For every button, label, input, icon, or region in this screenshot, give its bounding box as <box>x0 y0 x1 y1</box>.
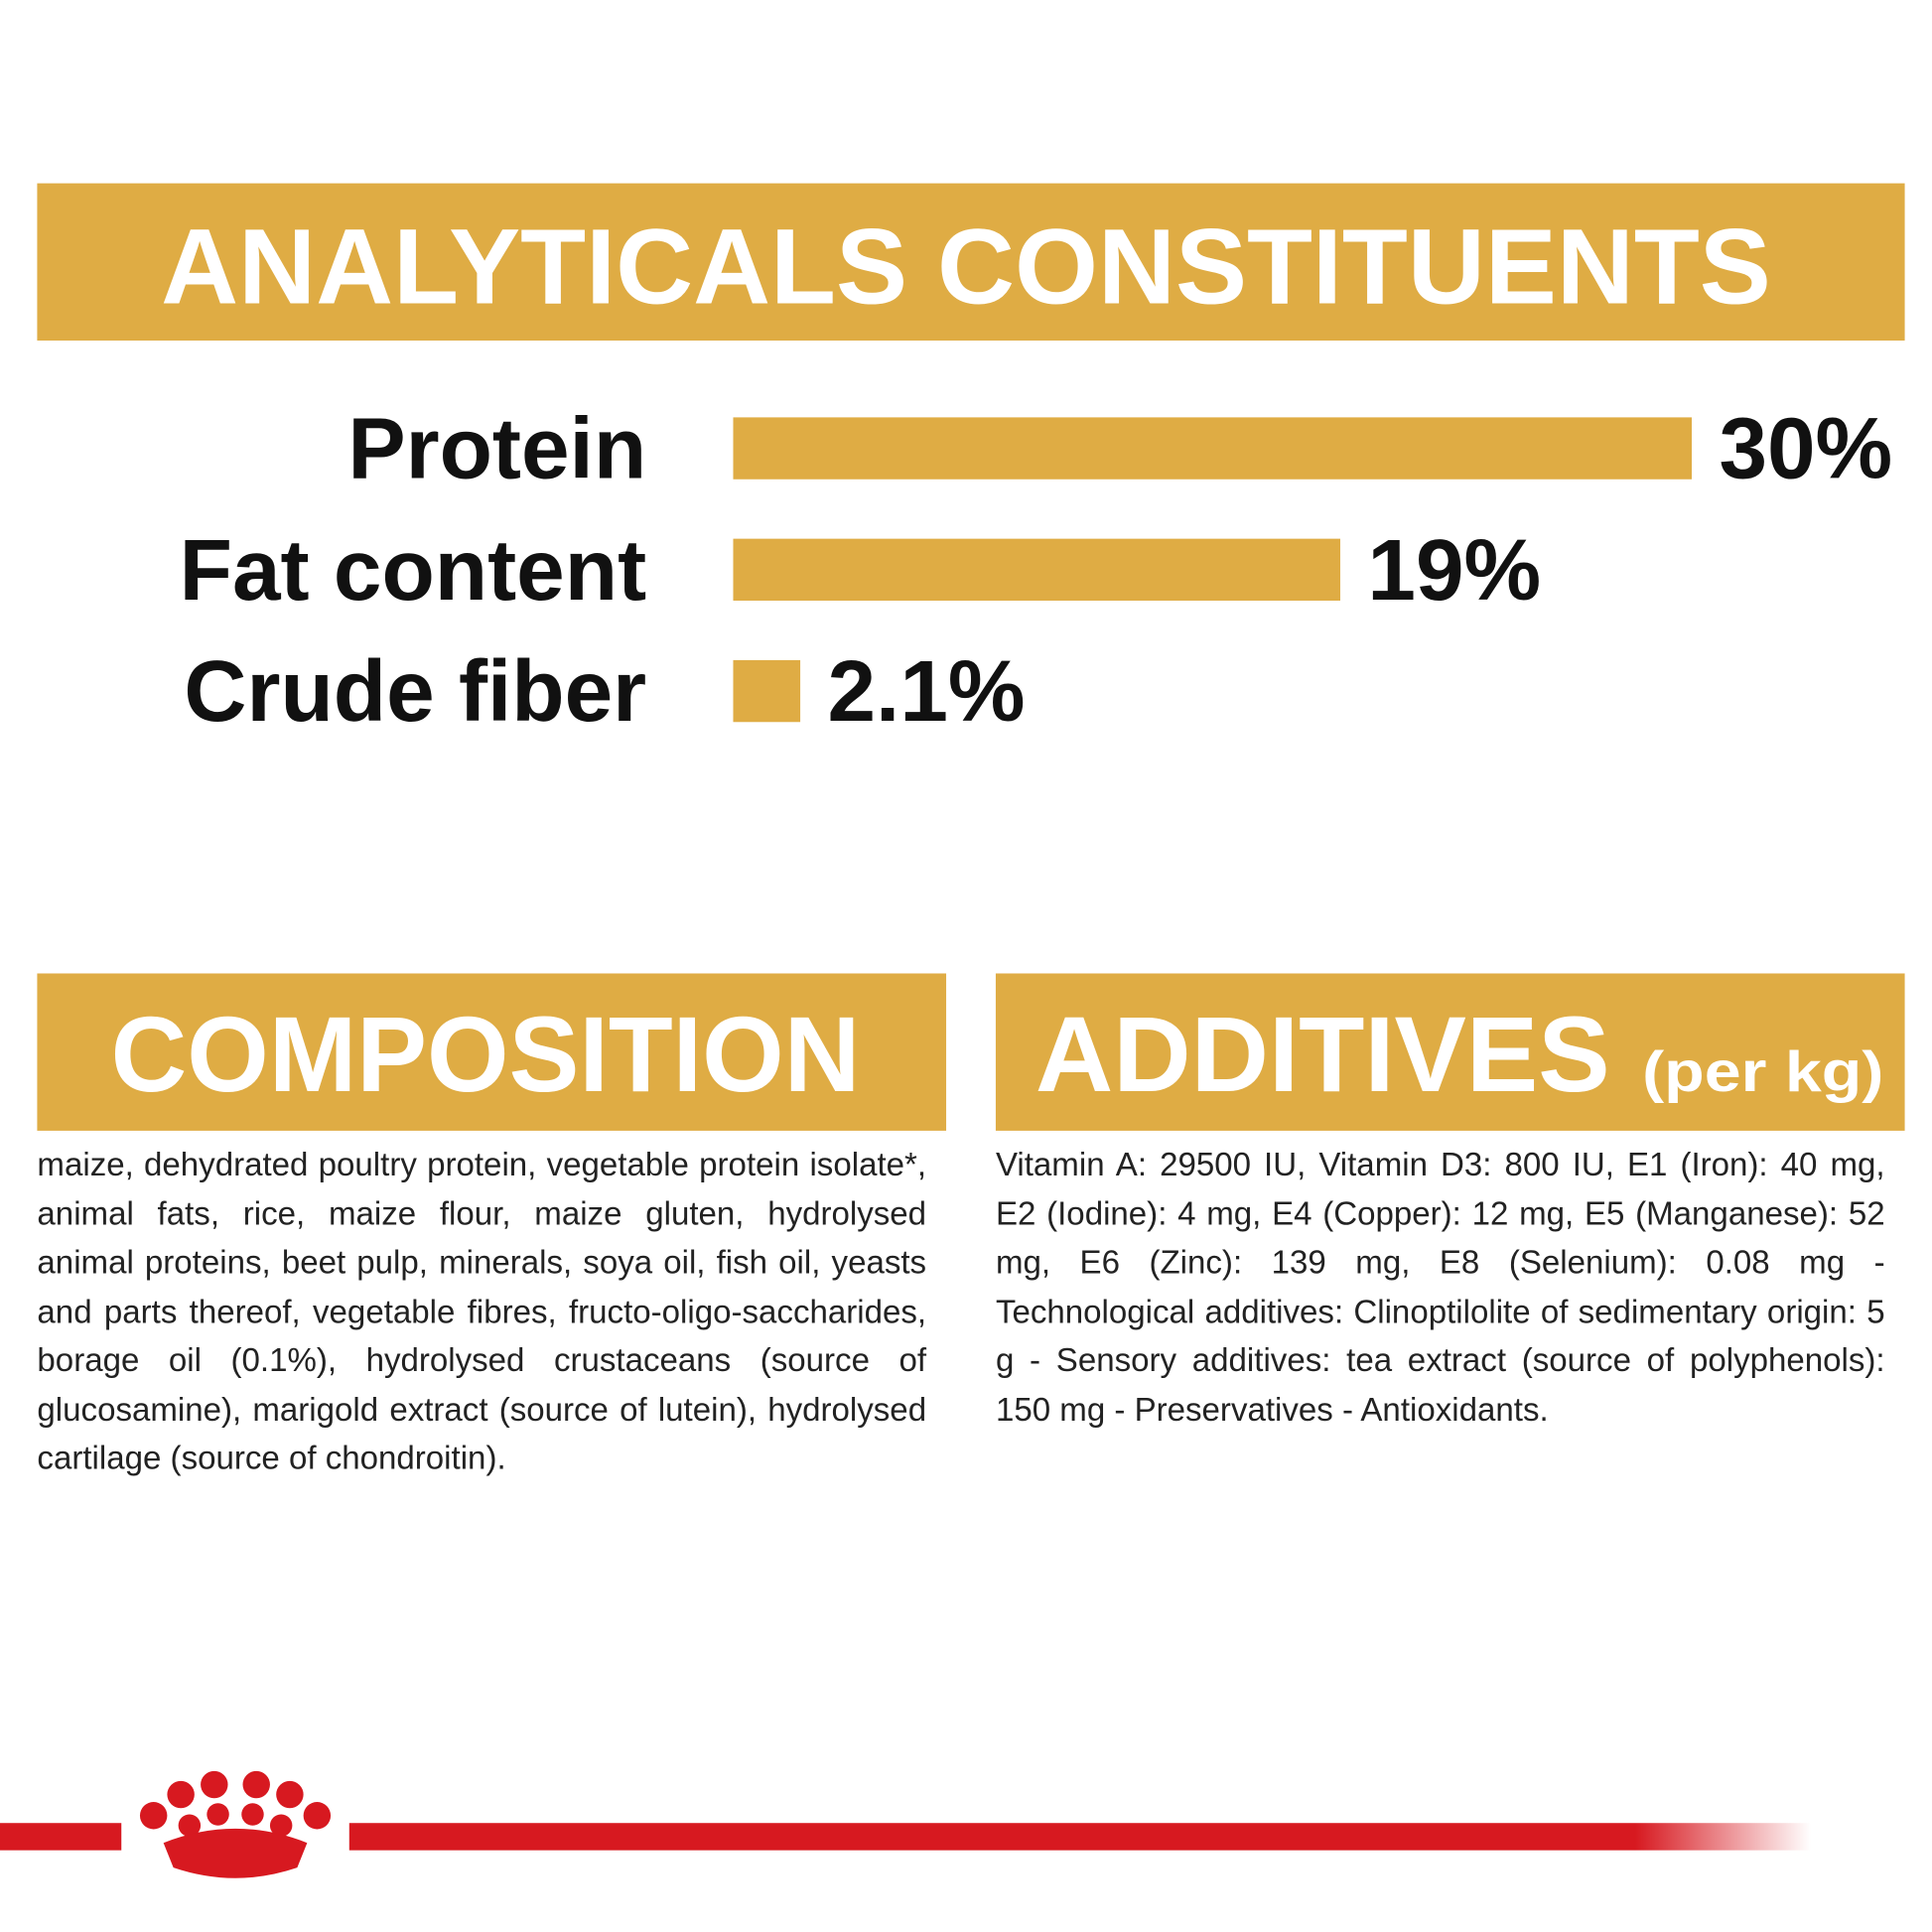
crown <box>139 1770 332 1878</box>
additives-text: Vitamin A: 29500 IU, Vitamin D3: 800 IU,… <box>995 1145 1885 1428</box>
footer-line <box>348 1823 1811 1851</box>
composition-title: COMPOSITION <box>111 995 861 1114</box>
category-label: Protein <box>347 400 646 497</box>
footer-logo <box>0 1770 1811 1878</box>
footer-line <box>0 1823 122 1851</box>
composition-text: maize, dehydrated poultry protein, veget… <box>37 1145 927 1476</box>
bar <box>733 538 1340 602</box>
additives-band <box>995 973 1905 1131</box>
value-label: 19% <box>1367 521 1541 619</box>
chart-title: ANALYTICALS CONSTITUENTS <box>161 207 1771 327</box>
additives-title: ADDITIVES <box>1035 995 1610 1114</box>
category-label: Crude fiber <box>184 642 646 740</box>
title-band <box>37 183 1905 342</box>
value-label: 30% <box>1719 400 1892 497</box>
composition-band <box>37 973 947 1131</box>
bar <box>733 659 801 723</box>
bars: Protein 30% Fat content 19% Crude fiber 2.1% <box>180 400 1893 740</box>
category-label: Fat content <box>180 521 647 619</box>
value-label: 2.1% <box>828 642 1026 740</box>
additives-subtitle: (per kg) <box>1642 1040 1883 1104</box>
bar <box>733 417 1693 480</box>
